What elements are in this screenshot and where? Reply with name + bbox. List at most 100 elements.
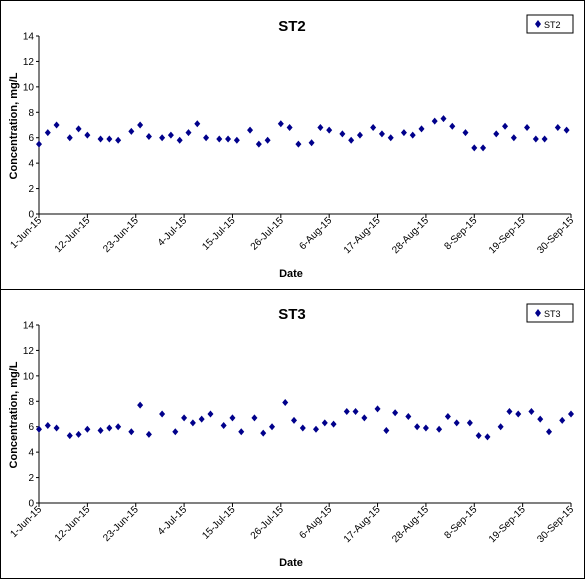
axes: 0 2 4 6 8 10 12 14 1-Jun-15 12-Jun-15 23-Jun-15 4-J… <box>8 321 576 546</box>
data-point <box>181 414 188 422</box>
data-point <box>343 407 350 415</box>
data-point <box>203 134 210 142</box>
data-point <box>563 126 570 134</box>
data-point <box>356 131 363 139</box>
data-point <box>66 134 73 142</box>
data-point <box>409 131 416 139</box>
data-point <box>84 131 91 139</box>
y-tick-label: 12 <box>23 57 35 68</box>
data-point <box>475 432 482 440</box>
y-tick-label: 4 <box>28 159 34 170</box>
legend: ST2 <box>526 14 574 34</box>
data-point <box>36 425 42 433</box>
data-point <box>502 122 509 130</box>
axes: 0 2 4 6 8 10 12 14 1-Jun-15 12-Jun-15 23-Jun-15 4-J… <box>8 32 576 257</box>
data-point <box>291 416 298 424</box>
data-point <box>194 120 201 128</box>
data-point <box>546 428 553 436</box>
data-point <box>159 410 166 418</box>
data-point <box>172 428 179 436</box>
data-point <box>229 414 236 422</box>
x-tick-label: 23-Jun-15 <box>101 215 141 255</box>
data-point <box>497 423 504 431</box>
data-point <box>269 423 276 431</box>
y-tick-label: 0 <box>28 499 34 510</box>
data-point <box>370 124 377 132</box>
data-point <box>440 115 447 123</box>
data-point <box>84 425 91 433</box>
data-point <box>233 136 240 144</box>
data-point <box>53 424 60 432</box>
x-tick-label: 30-Sep-15 <box>535 215 576 256</box>
y-tick-label: 0 <box>28 210 34 221</box>
data-point <box>189 419 196 427</box>
data-point <box>414 423 421 431</box>
data-point <box>216 135 223 143</box>
data-point <box>559 416 566 424</box>
x-tick-label: 23-Jun-15 <box>101 504 141 544</box>
data-point <box>515 410 522 418</box>
panel-divider <box>0 289 585 290</box>
data-point <box>53 121 60 129</box>
data-point <box>506 407 513 415</box>
data-point <box>422 424 429 432</box>
data-point <box>137 401 144 409</box>
data-point <box>106 424 113 432</box>
data-point <box>317 124 324 132</box>
data-point <box>361 414 368 422</box>
data-point <box>75 125 82 133</box>
y-tick-label: 10 <box>23 82 35 93</box>
data-point <box>255 140 262 148</box>
chart-st3: ST3 Concentration, mg/L Date ST3 0 2 4 6 8 10… <box>8 303 576 569</box>
data-point <box>299 424 306 432</box>
x-tick-label: 15-Jul-15 <box>200 504 238 542</box>
x-tick-label: 26-Jul-15 <box>249 215 287 253</box>
data-point <box>106 135 113 143</box>
data-points <box>36 115 570 152</box>
data-point <box>312 425 319 433</box>
data-point <box>264 136 271 144</box>
data-point <box>308 139 315 147</box>
data-point <box>493 130 500 138</box>
data-point <box>466 419 473 427</box>
data-point <box>145 430 152 438</box>
data-point <box>484 433 491 441</box>
data-point <box>225 135 232 143</box>
data-point <box>36 140 42 148</box>
data-point <box>176 136 183 144</box>
y-tick-label: 2 <box>28 184 34 195</box>
y-tick-label: 4 <box>28 448 34 459</box>
data-point <box>387 134 394 142</box>
x-tick-label: 30-Sep-15 <box>535 504 576 545</box>
x-tick-label: 8-Sep-15 <box>443 215 480 252</box>
data-point <box>392 409 399 417</box>
y-tick-label: 14 <box>23 32 35 43</box>
x-tick-label: 1-Jun-15 <box>8 215 44 251</box>
data-point <box>568 410 574 418</box>
data-point <box>554 124 561 132</box>
legend-marker <box>535 309 541 317</box>
data-point <box>374 405 381 413</box>
data-point <box>128 428 135 436</box>
y-tick-label: 2 <box>28 473 34 484</box>
data-point <box>44 129 51 137</box>
data-points <box>36 399 574 441</box>
data-point <box>97 427 104 435</box>
data-point <box>159 134 166 142</box>
data-point <box>436 425 443 433</box>
data-point <box>431 117 438 125</box>
data-point <box>378 130 385 138</box>
x-tick-label: 19-Sep-15 <box>487 215 528 256</box>
data-point <box>220 421 227 429</box>
data-point <box>532 135 539 143</box>
legend-box <box>526 303 574 323</box>
data-point <box>418 125 425 133</box>
data-point <box>238 428 245 436</box>
data-point <box>128 127 135 135</box>
data-point <box>207 410 214 418</box>
data-point <box>44 421 51 429</box>
y-tick-label: 8 <box>28 397 34 408</box>
data-point <box>66 432 73 440</box>
x-tick-label: 19-Sep-15 <box>487 504 528 545</box>
data-point <box>444 413 451 421</box>
